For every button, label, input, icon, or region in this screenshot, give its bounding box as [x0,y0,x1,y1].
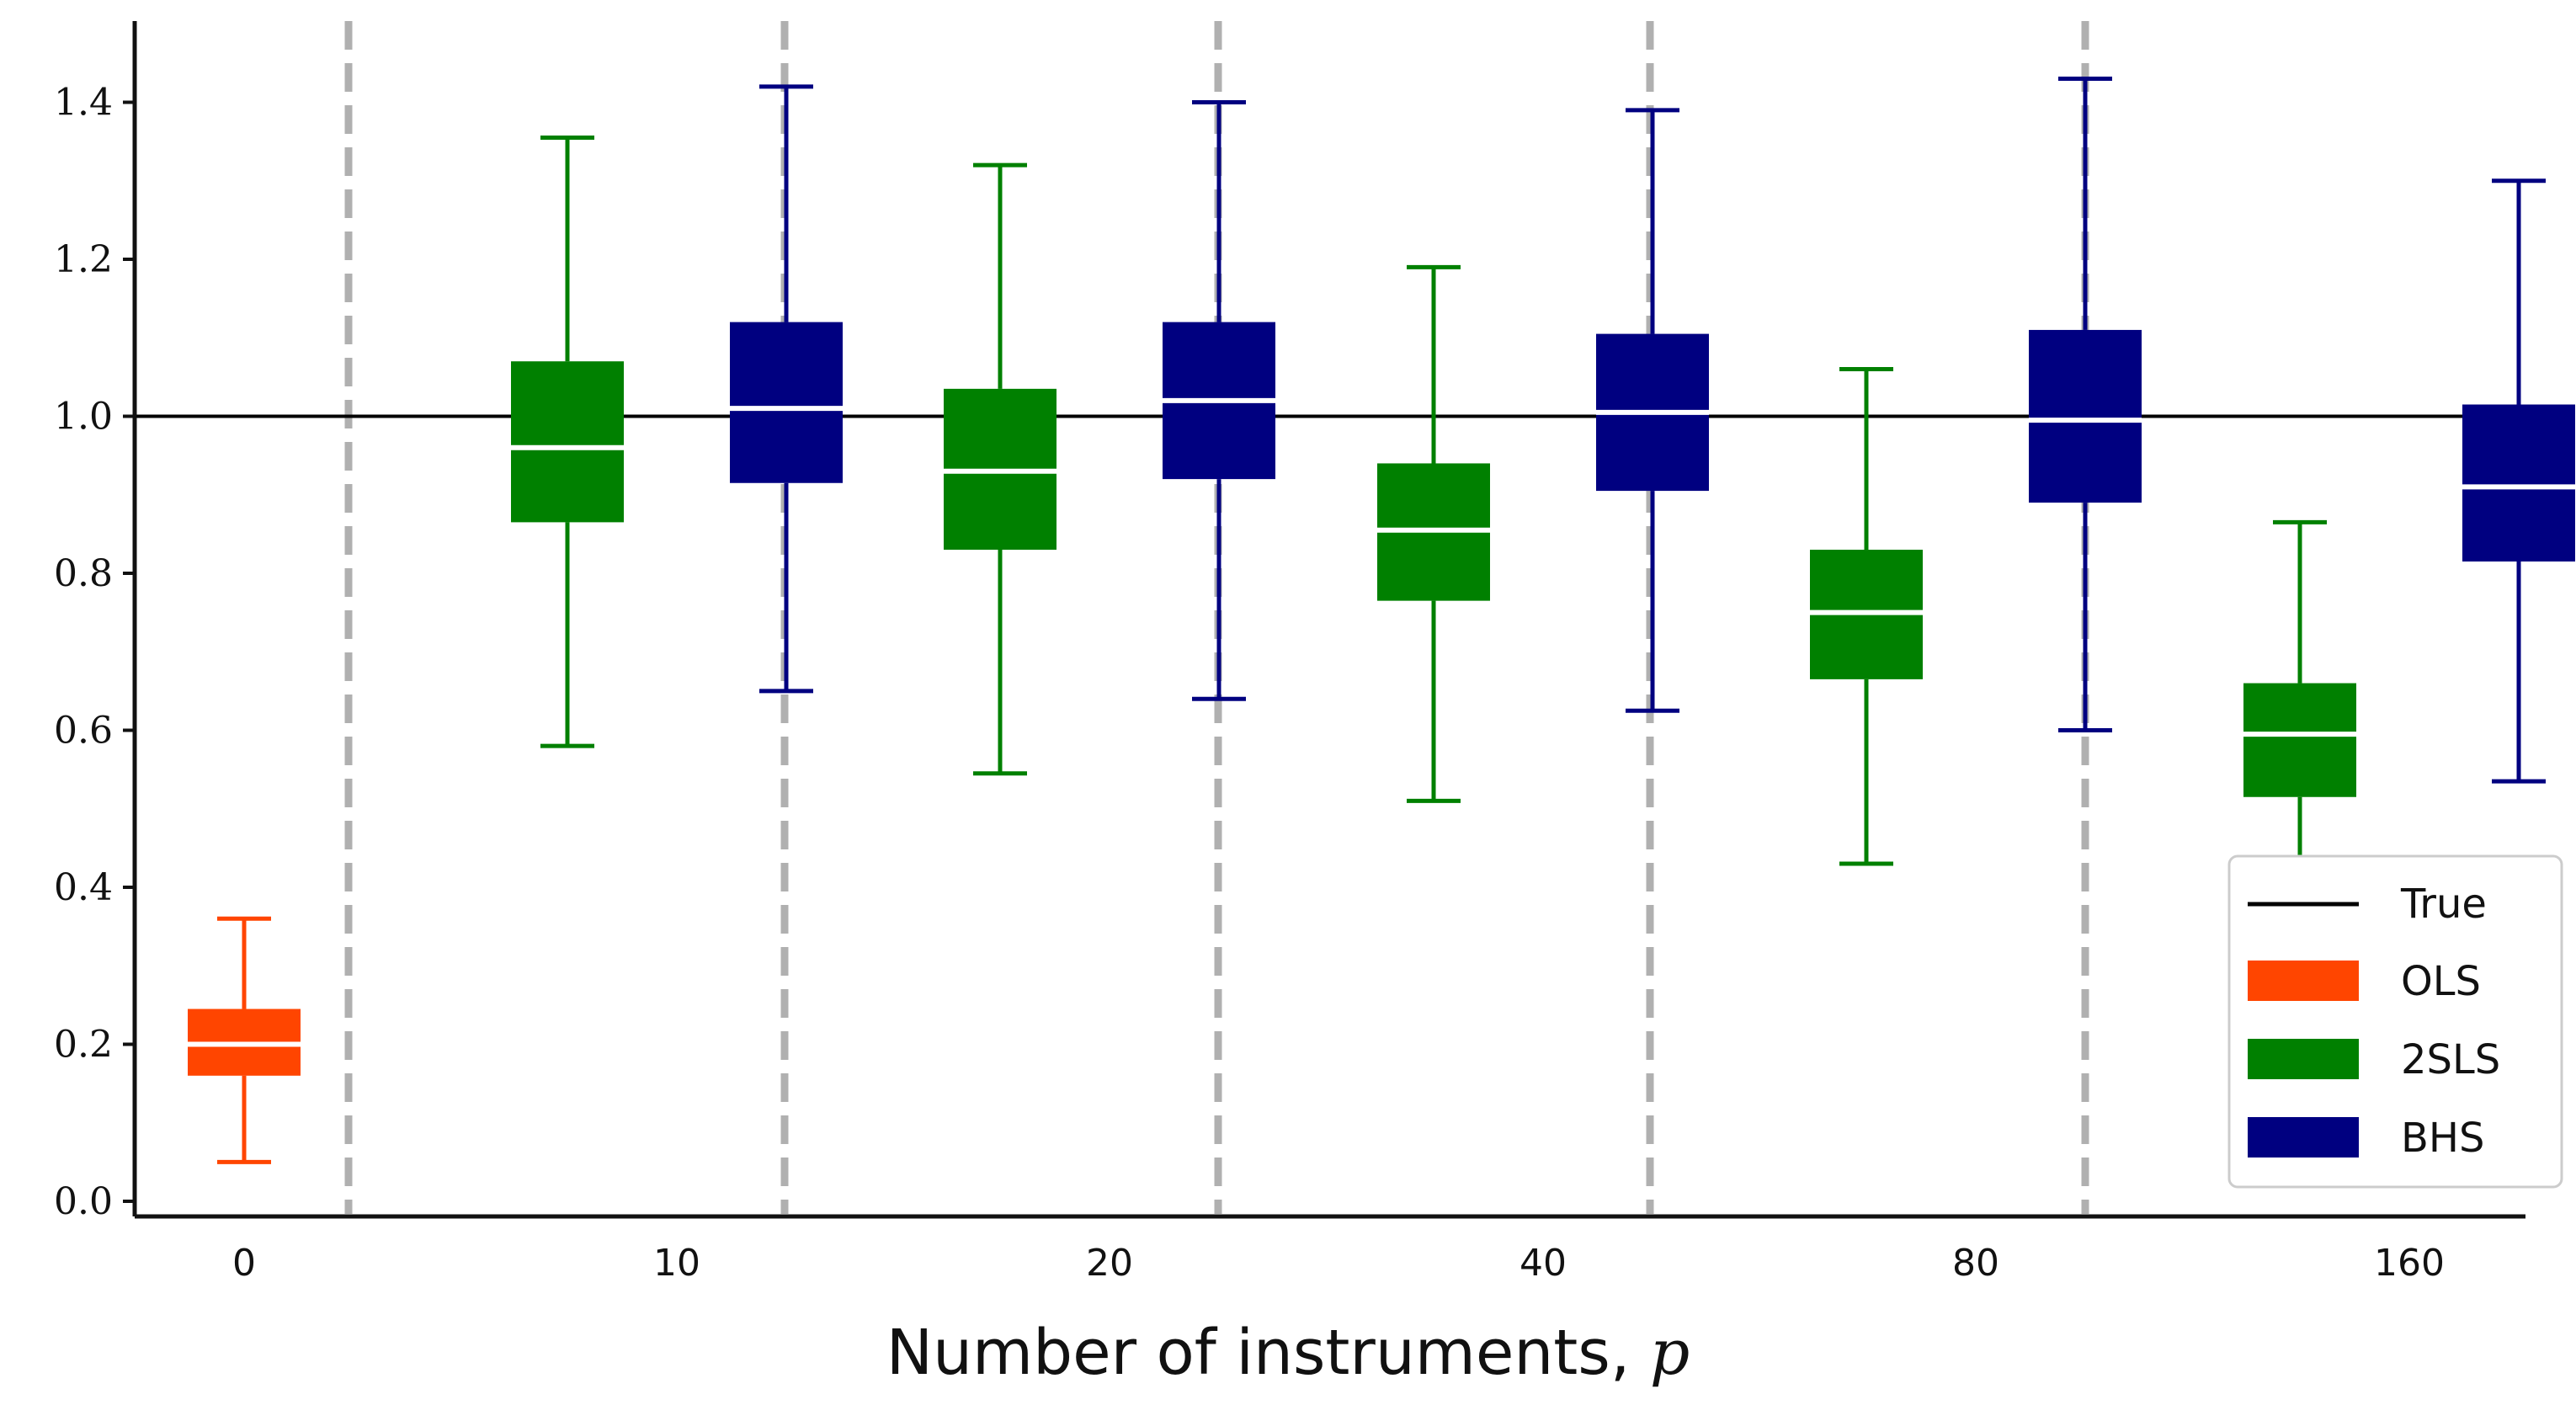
legend-label-bhs: BHS [2401,1115,2485,1162]
legend-label-ols: OLS [2401,958,2481,1005]
y-tick-label-7: 1.4 [54,82,113,125]
x-tick-label-20: 20 [1086,1242,1133,1285]
box-bhs-p10-iqr-box [730,322,843,483]
legend-swatch-bhs [2248,1117,2359,1158]
x-axis-label: Number of instruments, p [886,1317,1690,1389]
box-bhs-p160-iqr-box [2462,404,2575,562]
legend: True OLS 2SLS BHS [2227,854,2563,1189]
plot-area: 0.0 0.2 0.4 0.6 0.8 1.0 1.2 1.4 0 10 20 40 80 160 [54,21,2575,1285]
legend-frame [2227,854,2563,1189]
y-tick-label-6: 1.2 [54,238,113,281]
x-tick-label-40: 40 [1520,1242,1567,1285]
box-2sls-p160-iqr-box [2243,683,2356,797]
y-tick-label-5: 1.0 [54,396,113,439]
y-tick-label-0: 0.0 [54,1180,113,1223]
legend-item-true: True [2248,881,2487,928]
legend-swatch-2sls [2248,1039,2359,1079]
y-tick-label-2: 0.4 [54,866,113,909]
x-tick-label-80: 80 [1952,1242,1999,1285]
legend-swatch-ols [2248,961,2359,1001]
x-tick-label-0: 0 [232,1242,256,1285]
legend-item-bhs: BHS [2248,1115,2485,1162]
y-tick-label-4: 0.8 [54,552,113,595]
x-tick-label-160: 160 [2374,1242,2445,1285]
box-bhs-p80-iqr-box [2029,329,2142,503]
y-tick-label-1: 0.2 [54,1024,113,1067]
legend-label-true: True [2400,881,2487,928]
x-tick-label-10: 10 [653,1242,700,1285]
legend-item-ols: OLS [2248,958,2481,1005]
legend-item-2sls: 2SLS [2248,1036,2500,1083]
legend-label-2sls: 2SLS [2401,1036,2500,1083]
y-tick-label-3: 0.6 [54,710,113,753]
box-2sls-p10-iqr-box [511,361,624,523]
